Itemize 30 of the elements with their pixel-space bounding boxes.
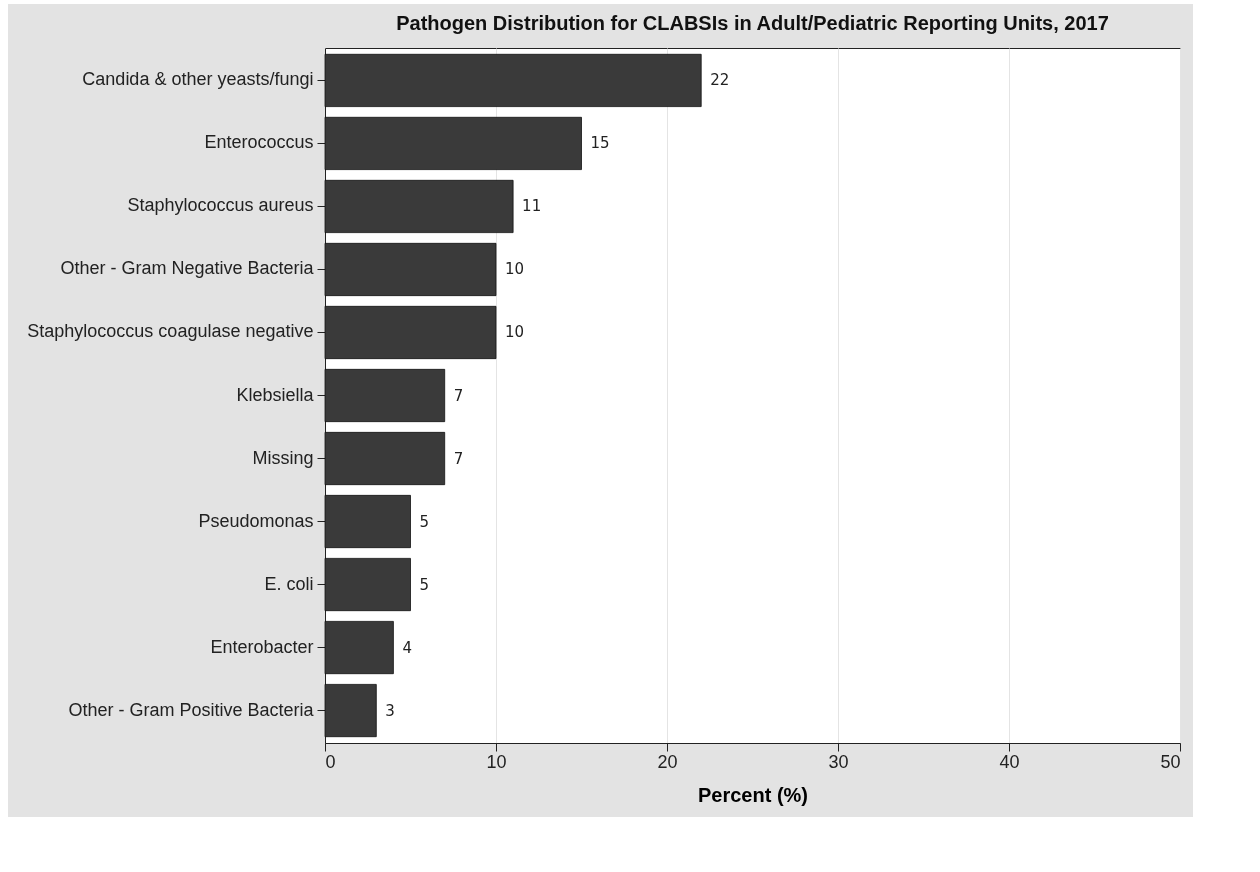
y-tick-label: Missing (252, 447, 314, 468)
x-tick-label: 20 (657, 751, 678, 772)
chart-title: Pathogen Distribution for CLABSIs in Adult/Pediatric Reporting Units, 2017 (396, 12, 1109, 34)
data-label: 5 (419, 512, 430, 531)
y-tick-label: E. coli (264, 573, 314, 594)
y-tick-label: Enterobacter (210, 636, 314, 657)
y-tick-label: Staphylococcus aureus (127, 195, 314, 216)
data-label: 10 (505, 260, 525, 279)
y-tick-label: Pseudomonas (198, 510, 314, 531)
data-label: 22 (710, 71, 730, 90)
x-tick-label: 50 (1160, 751, 1181, 772)
data-label: 15 (590, 134, 610, 153)
data-label: 4 (402, 638, 412, 657)
y-tick-label: Candida & other yeasts/fungi (82, 69, 314, 90)
data-label: 7 (453, 449, 464, 468)
y-tick-label: Enterococcus (204, 132, 314, 153)
y-tick-label: Staphylococcus coagulase negative (27, 321, 314, 342)
x-tick-label: 0 (325, 751, 336, 772)
data-label: 10 (505, 323, 525, 342)
y-tick-label: Other - Gram Positive Bacteria (68, 699, 315, 720)
x-tick-label: 40 (999, 751, 1020, 772)
data-label: 11 (522, 197, 542, 216)
x-axis-title: Percent (%) (697, 783, 809, 806)
data-label: 5 (419, 575, 430, 594)
data-label: 3 (385, 701, 395, 720)
y-tick-label: Klebsiella (236, 384, 315, 405)
data-label: 7 (453, 386, 464, 405)
x-tick-label: 10 (486, 751, 507, 772)
x-tick-label: 30 (828, 751, 849, 772)
y-tick-label: Other - Gram Negative Bacteria (60, 258, 315, 279)
